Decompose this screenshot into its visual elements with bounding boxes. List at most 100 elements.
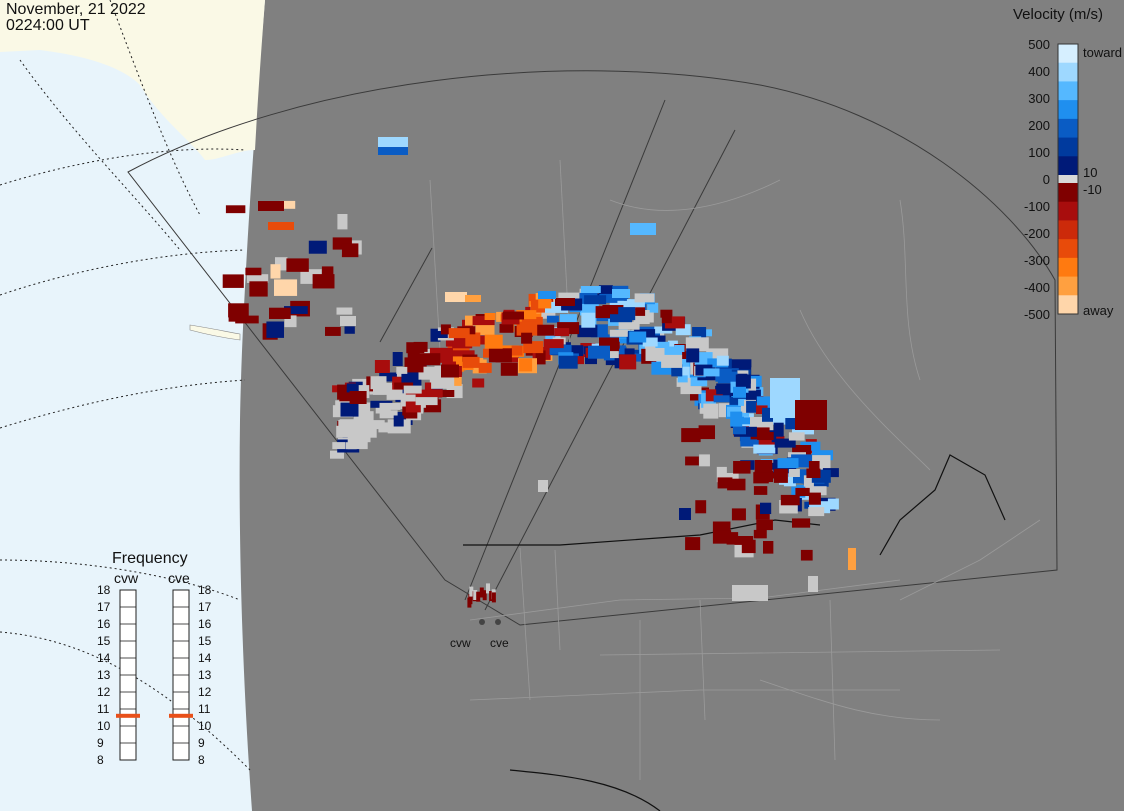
scatter-cell [546, 315, 559, 323]
scatter-cell [393, 415, 404, 427]
scatter-cell [440, 324, 451, 335]
scatter-cell [378, 422, 397, 433]
frequency-tick-label: 11 [198, 702, 211, 716]
scatter-cell [558, 355, 578, 369]
frequency-tick-label: 8 [198, 753, 205, 767]
scatter-cell [336, 307, 353, 315]
scatter-cell [679, 508, 691, 520]
scatter-cell [419, 353, 441, 366]
scatter-cell [516, 310, 537, 320]
scatter-cell [445, 334, 456, 347]
scatter-cell [827, 498, 839, 510]
colorbar-segment [1058, 137, 1078, 157]
scatter-cell [618, 307, 636, 321]
scatter-cell [580, 286, 601, 293]
colorbar-segment [1058, 44, 1078, 64]
velocity-tick-label: -100 [1023, 199, 1050, 214]
frequency-bars [116, 589, 193, 761]
scatter-cell [780, 494, 800, 506]
scatter-cell [415, 397, 438, 406]
scatter-cell [630, 223, 656, 235]
scatter-cell [379, 372, 398, 382]
frequency-tick-label: 17 [97, 600, 111, 614]
colorbar-segment [1058, 201, 1078, 221]
scatter-cell [489, 591, 494, 601]
scatter-cell [468, 594, 473, 605]
frequency-tick-label: 18 [97, 583, 111, 597]
scatter-cell [773, 468, 788, 483]
frequency-tick-label: 11 [97, 702, 110, 716]
scatter-cell [347, 434, 368, 450]
frequency-tick-label: 16 [198, 617, 212, 631]
scatter-cell [312, 274, 335, 289]
scatter-cell [753, 444, 776, 454]
scatter-cell [441, 364, 459, 378]
scatter-cell [699, 454, 710, 467]
colorbar-segment [1058, 62, 1078, 82]
scatter-cell [731, 508, 746, 521]
scatter-cell [728, 359, 752, 368]
scatter-cell [344, 326, 355, 334]
scatter-cell [667, 340, 678, 349]
freq-label-cvw: cvw [114, 570, 139, 586]
frequency-tick-label: 14 [198, 651, 212, 665]
scatter-cell [321, 266, 334, 282]
velocity-tick-label: -400 [1023, 280, 1050, 295]
scatter-cell [803, 475, 814, 490]
velocity-colorbar [1057, 43, 1079, 315]
scatter-cell [661, 354, 683, 368]
velocity-tick-label: 300 [1028, 91, 1050, 106]
frequency-tick-label: 18 [198, 583, 212, 597]
colorbar-frame [1057, 43, 1079, 315]
scatter-cell [555, 298, 575, 306]
scatter-cell [732, 585, 768, 601]
scatter-cell [284, 306, 308, 314]
scatter-cell [679, 366, 690, 381]
scatter-cell [685, 456, 699, 466]
scatter-cell [482, 590, 487, 601]
velocity-tick-label: -500 [1023, 307, 1050, 322]
scatter-cell [479, 587, 484, 598]
scatter-cell [473, 590, 478, 600]
scatter-cell [484, 313, 496, 320]
frequency-tick-label: 13 [97, 668, 111, 682]
scatter-cell [407, 350, 420, 364]
radar-site-markers [479, 619, 501, 625]
scatter-cell [462, 356, 480, 368]
scatter-cell [484, 334, 503, 349]
scatter-cell [619, 354, 637, 370]
scatter-cell [538, 298, 552, 309]
scatter-cell [523, 341, 544, 354]
scatter-cell [500, 362, 518, 376]
scatter-cell [403, 385, 422, 394]
scatter-cell [225, 205, 246, 214]
scatter-cell [472, 316, 495, 326]
scatter-cell [341, 243, 359, 258]
scatter-cell [647, 302, 659, 313]
scatter-cell [472, 378, 485, 388]
scatter-cell [308, 240, 327, 254]
scatter-cell [756, 396, 771, 406]
scatter-cell [499, 323, 514, 333]
scatter-cell [727, 478, 746, 491]
national-borders [463, 454, 1006, 811]
scatter-cell [716, 383, 735, 395]
scatter-cell [340, 316, 356, 326]
velocity-tick-label: -200 [1023, 226, 1050, 241]
scatter-cell [730, 411, 743, 427]
velocity-tick-label: 0 [1042, 172, 1050, 187]
scatter-cell [270, 264, 281, 279]
colorbar-segment [1058, 156, 1078, 176]
scatter-cell [703, 368, 720, 377]
scatter-cell [634, 293, 655, 303]
scatter-cell [406, 342, 425, 354]
scatter-cell [284, 315, 297, 328]
frequency-tick-label: 9 [198, 736, 205, 750]
scatter-cell [340, 402, 359, 417]
scatter-cell [491, 592, 496, 603]
scatter-cell [577, 325, 598, 338]
scatter-cell [808, 492, 821, 505]
scatter-cell [848, 548, 856, 570]
scatter-cell [325, 326, 341, 336]
scatter-cell [645, 348, 665, 361]
